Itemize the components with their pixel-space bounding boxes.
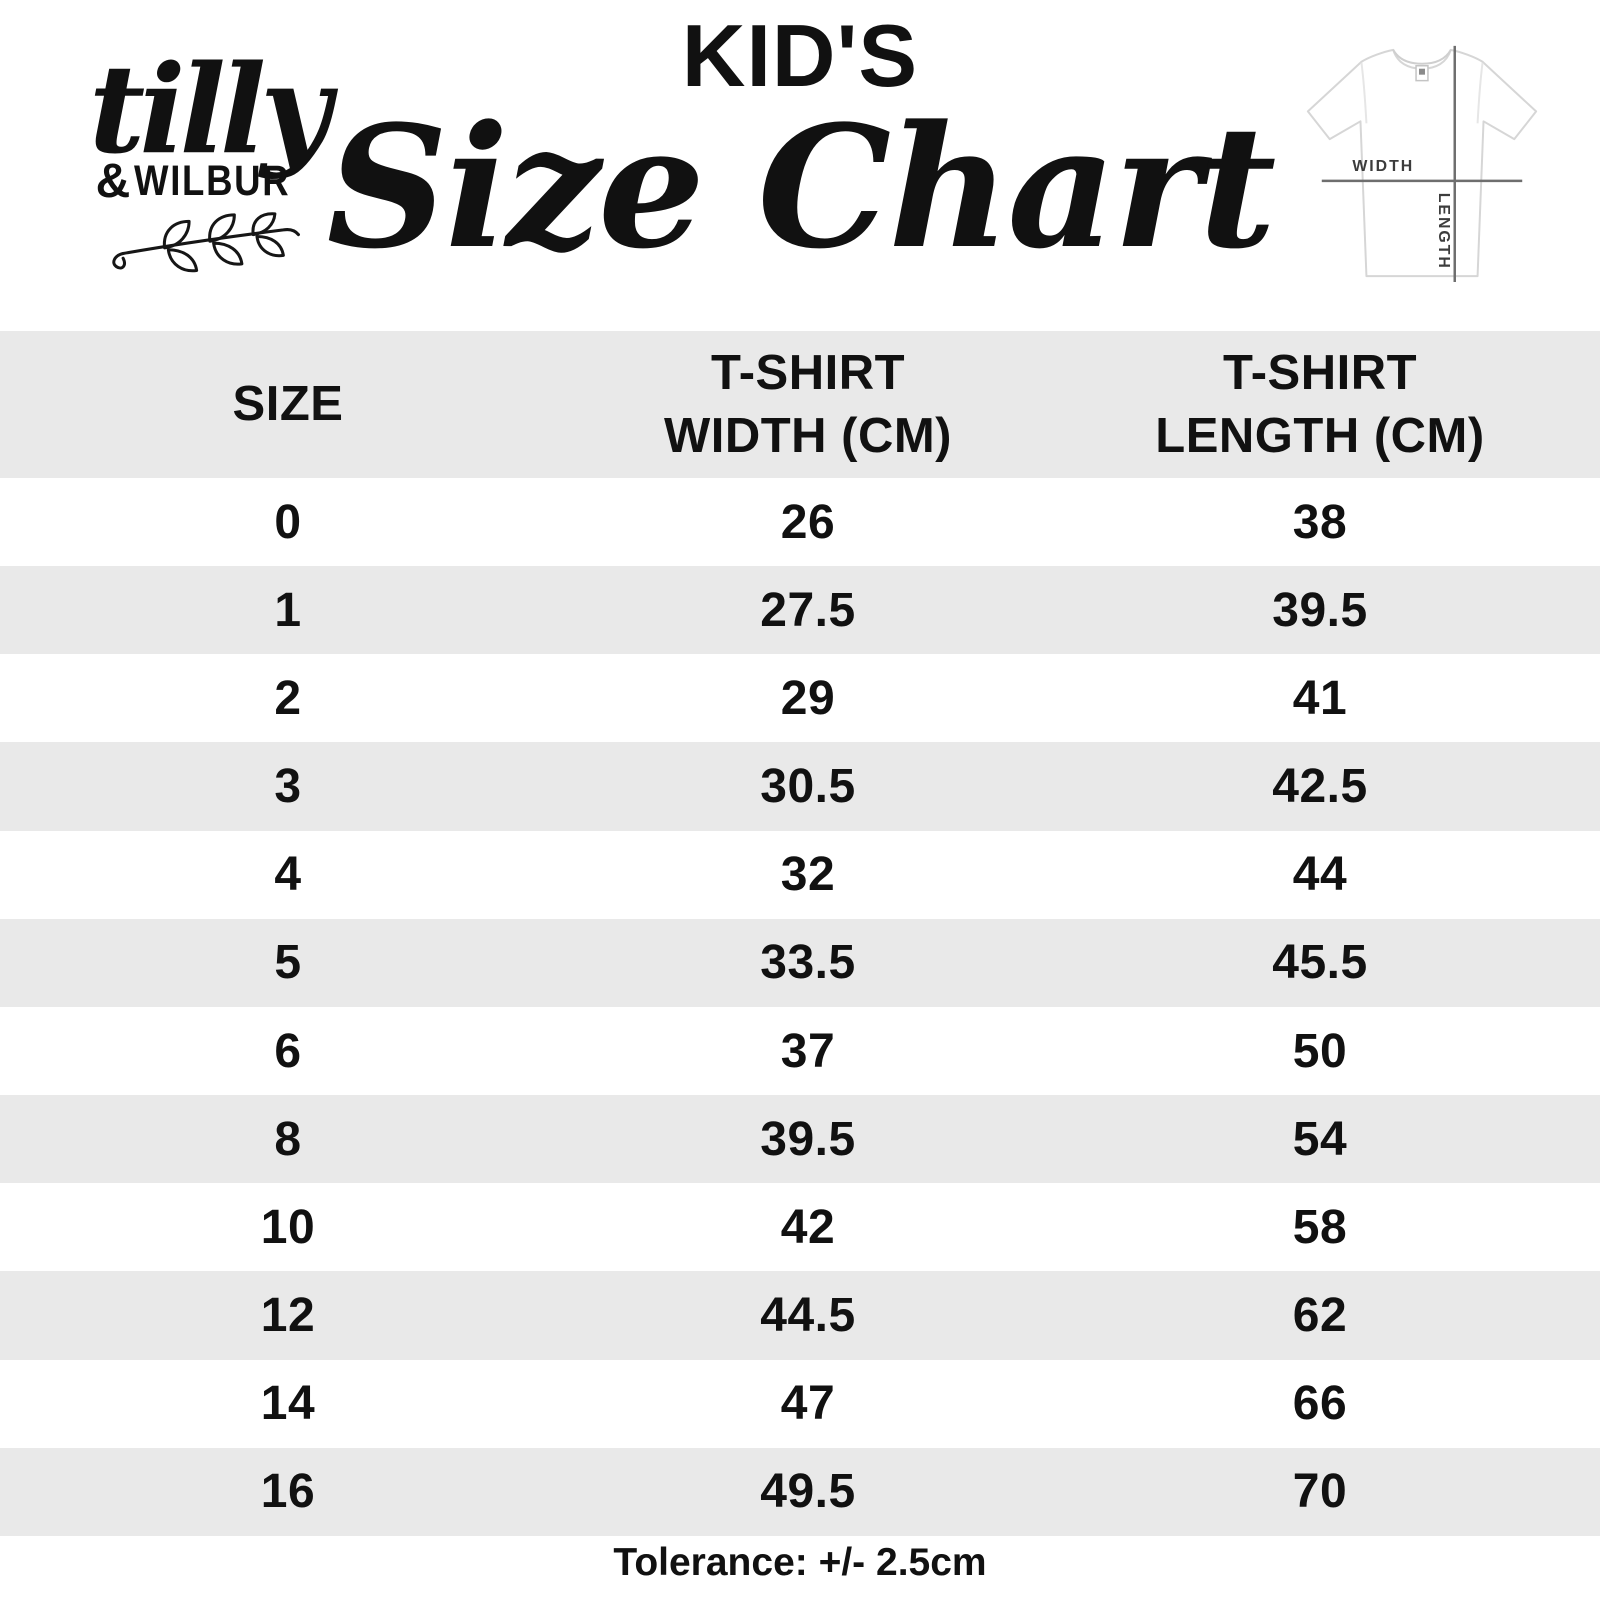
table-cell: 32 — [780, 848, 836, 902]
brand-name-sub: & WILBUR — [62, 154, 352, 208]
table-cell: 70 — [1292, 1465, 1348, 1519]
table-cell: 4 — [274, 848, 302, 902]
table-cell: 37 — [780, 1024, 836, 1078]
table-cell: 14 — [260, 1377, 316, 1431]
table-row: 4 32 44 — [0, 831, 1600, 919]
col-header-size: SIZE — [232, 377, 344, 432]
table-row: 3 30.5 42.5 — [0, 742, 1600, 831]
tolerance-note: Tolerance: +/- 2.5cm — [613, 1541, 987, 1584]
page-kicker: KID'S — [681, 6, 919, 105]
tshirt-outline — [1306, 48, 1538, 278]
table-cell: 27.5 — [760, 583, 856, 637]
table-cell: 58 — [1292, 1200, 1348, 1254]
table-cell: 54 — [1292, 1112, 1348, 1166]
brand-ampersand: & — [95, 154, 131, 208]
tshirt-diagram: WIDTH LENGTH — [1288, 32, 1556, 290]
table-row: 16 49.5 70 — [0, 1447, 1600, 1536]
table-cell: 44 — [1292, 848, 1348, 902]
col-header-length: T-SHIRT LENGTH (CM) — [1155, 345, 1485, 463]
table-cell: 6 — [274, 1024, 302, 1078]
table-row: 2 29 41 — [0, 654, 1600, 742]
table-row: 5 33.5 45.5 — [0, 918, 1600, 1007]
table-cell: 8 — [274, 1112, 302, 1166]
table-cell: 39.5 — [760, 1112, 856, 1166]
table-cell: 39.5 — [1272, 583, 1368, 637]
table-row: 6 37 50 — [0, 1007, 1600, 1095]
table-cell: 30.5 — [760, 760, 856, 814]
size-table-body: 0 26 38 1 27.5 39.5 2 29 41 3 30.5 42.5 4 32 44 5 33.5 45… — [0, 478, 1600, 1536]
table-cell: 38 — [1292, 495, 1348, 549]
table-cell: 3 — [274, 760, 302, 814]
brand-logo: tilly & WILBUR — [62, 37, 352, 283]
table-cell: 49.5 — [760, 1465, 856, 1519]
page-title: Size Chart — [326, 88, 1277, 286]
length-label: LENGTH — [1435, 193, 1452, 270]
size-table: SIZE T-SHIRT WIDTH (CM) T-SHIRT LENGTH (… — [0, 331, 1600, 1536]
table-cell: 5 — [274, 936, 302, 990]
table-cell: 33.5 — [760, 936, 856, 990]
table-row: 1 27.5 39.5 — [0, 566, 1600, 655]
table-cell: 44.5 — [760, 1288, 856, 1342]
table-cell: 41 — [1292, 671, 1348, 725]
table-cell: 42.5 — [1272, 760, 1368, 814]
table-cell: 29 — [780, 671, 836, 725]
brand-name-script: tilly — [88, 37, 331, 181]
table-cell: 26 — [780, 495, 836, 549]
col-header-width: T-SHIRT WIDTH (CM) — [663, 345, 953, 463]
table-cell: 66 — [1292, 1377, 1348, 1431]
leaf-sprig-icon — [62, 212, 352, 283]
table-cell: 1 — [274, 583, 302, 637]
table-cell: 12 — [260, 1288, 316, 1342]
table-row: 10 42 58 — [0, 1183, 1600, 1271]
brand-name-rest: WILBUR — [134, 157, 291, 206]
title-block: KID'S Size Chart — [300, 12, 1300, 273]
table-cell: 16 — [260, 1465, 316, 1519]
table-cell: 62 — [1292, 1288, 1348, 1342]
table-row: 8 39.5 54 — [0, 1095, 1600, 1184]
table-cell: 42 — [780, 1200, 836, 1254]
table-cell: 45.5 — [1272, 936, 1368, 990]
table-cell: 47 — [780, 1377, 836, 1431]
width-label: WIDTH — [1352, 158, 1414, 175]
table-header-row: SIZE T-SHIRT WIDTH (CM) T-SHIRT LENGTH (… — [0, 331, 1600, 478]
table-cell: 10 — [260, 1200, 316, 1254]
table-cell: 50 — [1292, 1024, 1348, 1078]
table-row: 12 44.5 62 — [0, 1271, 1600, 1360]
table-row: 0 26 38 — [0, 478, 1600, 566]
table-cell: 0 — [274, 495, 302, 549]
table-cell: 2 — [274, 671, 302, 725]
table-row: 14 47 66 — [0, 1360, 1600, 1448]
